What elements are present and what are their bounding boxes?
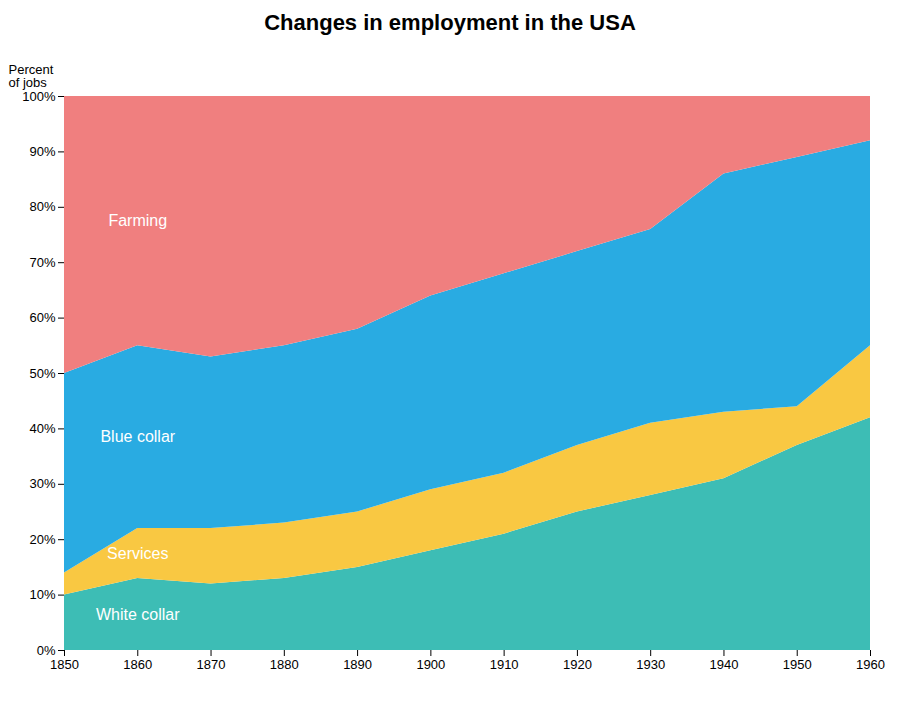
svg-text:White collar: White collar [96,606,180,623]
svg-text:Farming: Farming [108,212,167,229]
svg-text:1850: 1850 [50,657,79,672]
svg-text:1930: 1930 [636,657,665,672]
svg-text:Percentof jobs: Percentof jobs [9,62,54,90]
svg-text:Services: Services [107,545,168,562]
svg-text:1880: 1880 [270,657,299,672]
svg-text:100%: 100% [22,89,56,104]
svg-text:60%: 60% [29,310,55,325]
html-text:Changes in employment in the U: Changes in employment in the USA [264,10,636,35]
svg-text:20%: 20% [29,532,55,547]
svg-text:0%: 0% [37,643,56,658]
svg-text:40%: 40% [29,421,55,436]
svg-text:10%: 10% [29,587,55,602]
svg-text:1960: 1960 [856,657,885,672]
svg-text:1890: 1890 [343,657,372,672]
svg-text:1920: 1920 [563,657,592,672]
svg-text:80%: 80% [29,199,55,214]
svg-text:Blue collar: Blue collar [100,428,175,445]
svg-text:1900: 1900 [416,657,445,672]
svg-text:1950: 1950 [783,657,812,672]
svg-text:30%: 30% [29,476,55,491]
svg-text:1910: 1910 [490,657,519,672]
svg-text:1940: 1940 [709,657,738,672]
svg-text:90%: 90% [29,144,55,159]
svg-text:1870: 1870 [197,657,226,672]
svg-text:70%: 70% [29,255,55,270]
svg-text:1860: 1860 [123,657,152,672]
svg-text:50%: 50% [29,366,55,381]
